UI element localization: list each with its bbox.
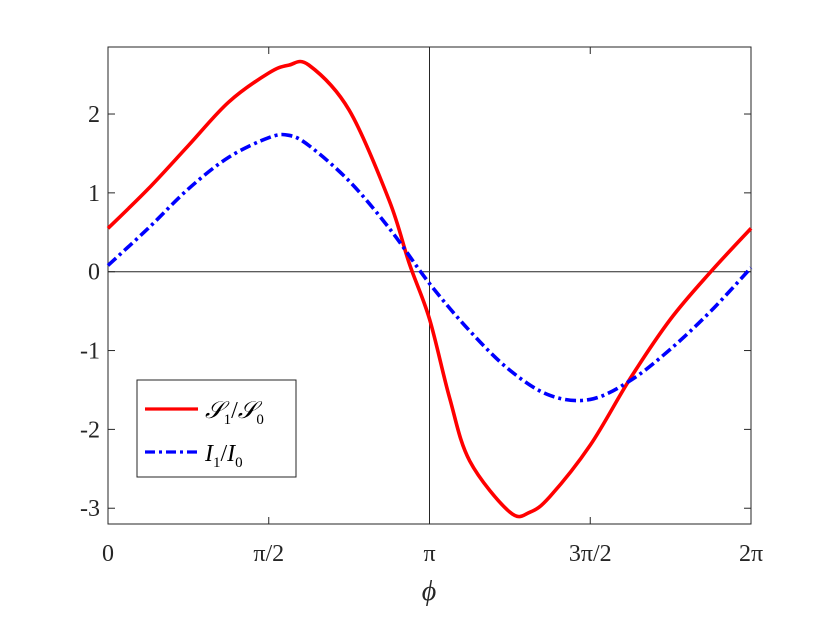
y-tick-label: 1 xyxy=(88,181,100,207)
tick-labels: 0 π/2 π 3π/2 2π 2 1 0 -1 -2 -3 xyxy=(80,102,763,567)
x-tick-label: 2π xyxy=(739,541,763,567)
legend-label-s1-s0: 𝒮1/𝒮0 xyxy=(205,398,264,428)
x-tick-label: π/2 xyxy=(253,541,284,567)
y-tick-label: -3 xyxy=(80,496,100,522)
legend: 𝒮1/𝒮0 I1/I0 xyxy=(136,379,297,478)
y-tick-label: -2 xyxy=(80,417,100,443)
legend-box xyxy=(136,379,297,478)
legend-label-i1-i0: I1/I0 xyxy=(204,441,243,471)
y-tick-label: 2 xyxy=(88,102,100,128)
y-tick-label: 0 xyxy=(88,260,100,286)
x-tick-label: π xyxy=(423,541,435,567)
x-tick-label: 3π/2 xyxy=(569,541,612,567)
x-axis-label: ϕ xyxy=(422,576,437,607)
y-tick-label: -1 xyxy=(80,339,100,365)
series-line-s1-s0 xyxy=(106,59,753,519)
series-layer xyxy=(106,59,753,519)
x-tick-label: 0 xyxy=(102,541,114,567)
series-line-i1-i0 xyxy=(106,132,753,403)
